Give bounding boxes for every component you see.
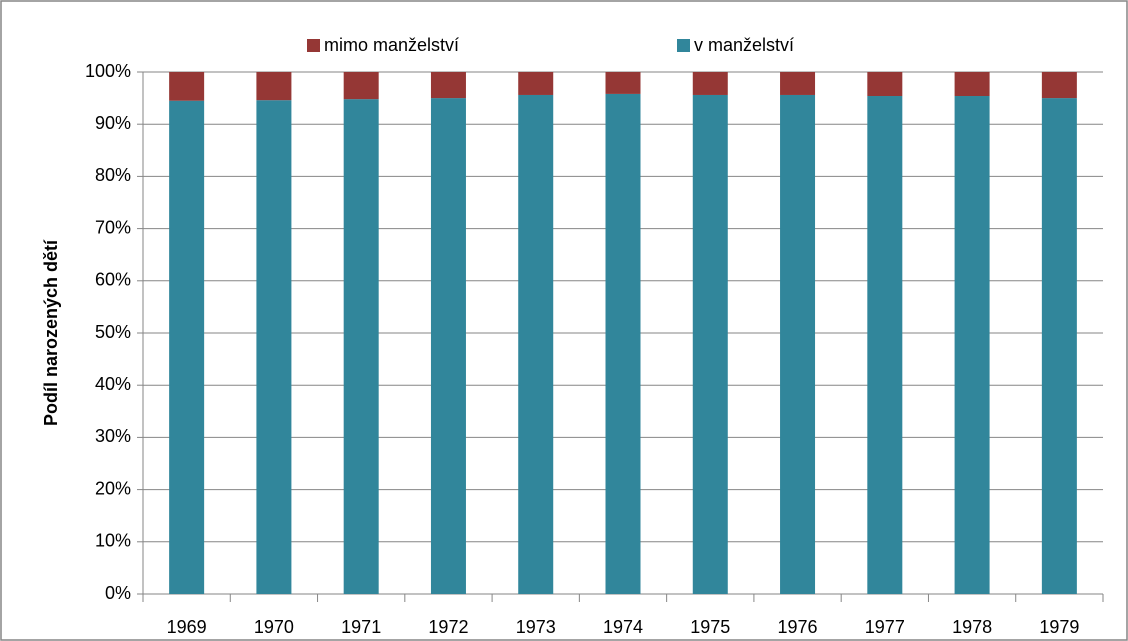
x-tick-label: 1970 [254, 617, 294, 637]
bar-segment [954, 96, 990, 595]
bar-segment [256, 72, 292, 101]
y-tick-label: 100% [85, 61, 131, 81]
y-tick-label: 50% [95, 322, 131, 342]
bar-segment [430, 72, 466, 99]
x-tick-label: 1973 [516, 617, 556, 637]
x-tick-label: 1975 [690, 617, 730, 637]
legend-swatch [307, 39, 320, 52]
bar-segment [430, 98, 466, 594]
legend-label: mimo manželství [324, 35, 459, 55]
y-tick-label: 20% [95, 478, 131, 498]
y-tick-label: 70% [95, 217, 131, 237]
bar-segment [518, 94, 554, 594]
x-tick-label: 1972 [428, 617, 468, 637]
y-tick-label: 60% [95, 270, 131, 290]
y-tick-label: 80% [95, 165, 131, 185]
bar-segment [780, 72, 816, 95]
bar-segment [343, 99, 379, 595]
bar-segment [954, 72, 990, 97]
bar-segment [518, 72, 554, 95]
legend-label: v manželství [694, 35, 794, 55]
bar-segment [1041, 98, 1077, 594]
x-tick-label: 1976 [778, 617, 818, 637]
bar-segment [605, 72, 641, 94]
bar-segment [692, 72, 728, 95]
x-tick-label: 1974 [603, 617, 643, 637]
bar-segment [256, 100, 292, 595]
bar-segment [1041, 72, 1077, 99]
bar-segment [867, 96, 903, 595]
x-tick-label: 1977 [865, 617, 905, 637]
bar-segment [867, 72, 903, 97]
y-tick-label: 90% [95, 113, 131, 133]
bar-segment [605, 93, 641, 594]
legend-swatch [677, 39, 690, 52]
x-tick-label: 1979 [1039, 617, 1079, 637]
y-tick-label: 0% [105, 583, 131, 603]
y-tick-label: 40% [95, 374, 131, 394]
y-axis-label: Podíl narozených dětí [41, 239, 61, 426]
bar-segment [780, 94, 816, 594]
bar-segment [343, 72, 379, 100]
y-tick-label: 10% [95, 531, 131, 551]
bar-segment [692, 94, 728, 594]
x-tick-label: 1978 [952, 617, 992, 637]
x-tick-label: 1969 [167, 617, 207, 637]
bar-segment [169, 100, 205, 595]
x-tick-label: 1971 [341, 617, 381, 637]
bar-segment [169, 72, 205, 101]
y-tick-label: 30% [95, 426, 131, 446]
